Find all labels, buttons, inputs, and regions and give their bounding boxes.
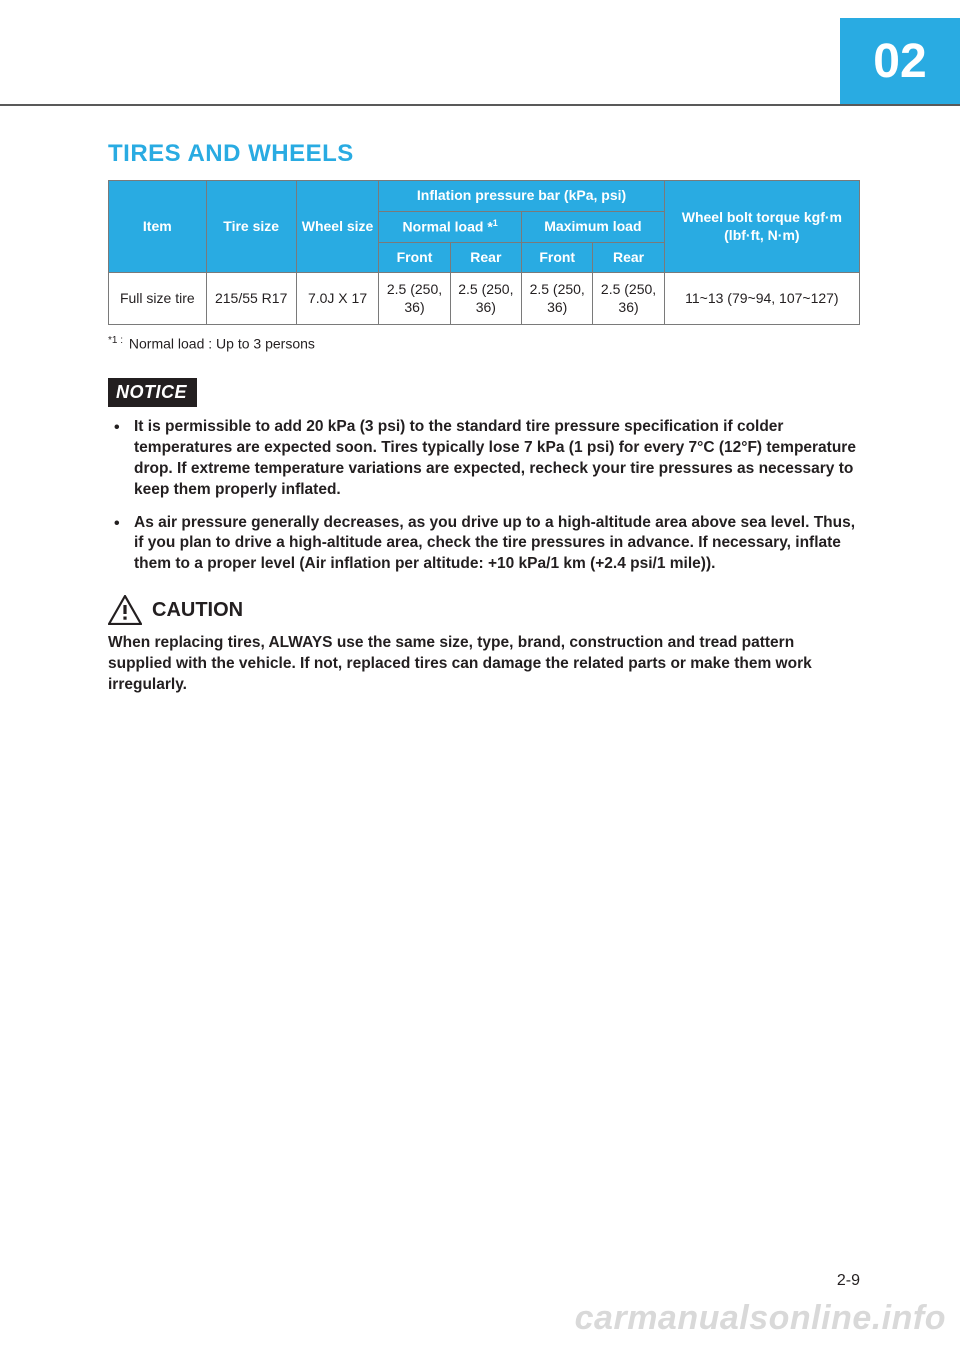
caution-text: When replacing tires, ALWAYS use the sam… [108,633,860,696]
chapter-tab: 02 [840,18,960,104]
td-ml-front: 2.5 (250, 36) [522,273,593,325]
caution-header: CAUTION [108,595,860,625]
section-title: TIRES AND WHEELS [108,140,860,168]
td-item: Full size tire [109,273,207,325]
caution-label: CAUTION [152,599,243,622]
td-bolt: 11~13 (79~94, 107~127) [664,273,859,325]
th-item: Item [109,181,207,273]
notice-list: It is permissible to add 20 kPa (3 psi) … [108,417,860,575]
td-wheel-size: 7.0J X 17 [296,273,379,325]
footnote-sup: *1 : [108,335,123,346]
warning-triangle-icon [108,595,142,625]
notice-label: NOTICE [108,378,197,407]
content-area: TIRES AND WHEELS Item Tire size Wheel si… [108,140,860,696]
th-inflation-group: Inflation pressure bar (kPa, psi) [379,181,664,212]
tires-table: Item Tire size Wheel size Inflation pres… [108,180,860,325]
table-head: Item Tire size Wheel size Inflation pres… [109,181,860,273]
footnote: *1 : Normal load : Up to 3 persons [108,335,860,352]
th-ml-rear: Rear [593,242,664,273]
td-nl-front: 2.5 (250, 36) [379,273,450,325]
top-rule [0,104,960,106]
th-normal-load-sup: 1 [493,218,498,228]
th-tire-size: Tire size [206,181,296,273]
td-nl-rear: 2.5 (250, 36) [450,273,521,325]
th-normal-load-text: Normal load * [403,218,493,234]
th-ml-front: Front [522,242,593,273]
page-number: 2-9 [837,1272,860,1290]
table-row: Full size tire 215/55 R17 7.0J X 17 2.5 … [109,273,860,325]
list-item: It is permissible to add 20 kPa (3 psi) … [108,417,860,501]
th-max-load: Maximum load [522,211,665,242]
th-nl-rear: Rear [450,242,521,273]
list-item: As air pressure generally decreases, as … [108,513,860,576]
th-nl-front: Front [379,242,450,273]
footnote-text: Normal load : Up to 3 persons [129,336,315,352]
td-ml-rear: 2.5 (250, 36) [593,273,664,325]
page: 02 TIRES AND WHEELS Item Tire size Wheel… [0,0,960,1346]
watermark: carmanualsonline.info [575,1299,946,1338]
td-tire-size: 215/55 R17 [206,273,296,325]
th-wheel-bolt: Wheel bolt torque kgf·m (lbf·ft, N·m) [664,181,859,273]
table-body: Full size tire 215/55 R17 7.0J X 17 2.5 … [109,273,860,325]
th-normal-load: Normal load *1 [379,211,522,242]
th-wheel-size: Wheel size [296,181,379,273]
